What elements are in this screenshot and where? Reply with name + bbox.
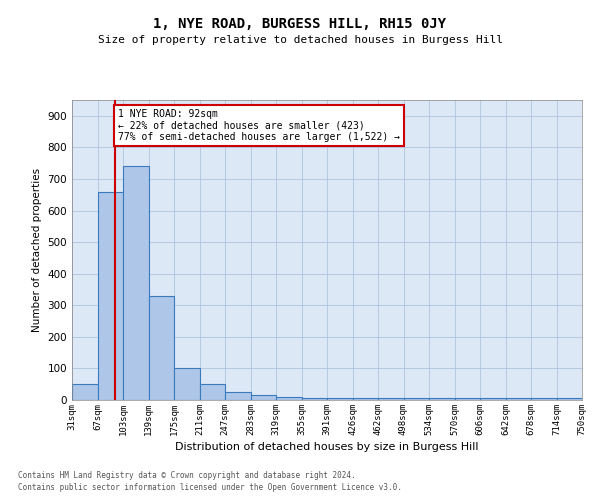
Bar — [429, 398, 455, 400]
Bar — [557, 398, 582, 400]
Bar — [378, 398, 404, 400]
Text: 1 NYE ROAD: 92sqm
← 22% of detached houses are smaller (423)
77% of semi-detache: 1 NYE ROAD: 92sqm ← 22% of detached hous… — [118, 109, 400, 142]
Bar — [149, 296, 174, 400]
Bar — [531, 398, 557, 400]
Bar — [302, 398, 327, 400]
Y-axis label: Number of detached properties: Number of detached properties — [32, 168, 42, 332]
Bar — [123, 166, 149, 400]
Text: Contains public sector information licensed under the Open Government Licence v3: Contains public sector information licen… — [18, 484, 402, 492]
Bar — [199, 384, 225, 400]
Bar — [225, 392, 251, 400]
Text: 1, NYE ROAD, BURGESS HILL, RH15 0JY: 1, NYE ROAD, BURGESS HILL, RH15 0JY — [154, 18, 446, 32]
Text: Size of property relative to detached houses in Burgess Hill: Size of property relative to detached ho… — [97, 35, 503, 45]
Bar — [327, 398, 353, 400]
X-axis label: Distribution of detached houses by size in Burgess Hill: Distribution of detached houses by size … — [175, 442, 479, 452]
Text: Contains HM Land Registry data © Crown copyright and database right 2024.: Contains HM Land Registry data © Crown c… — [18, 471, 356, 480]
Bar — [505, 398, 531, 400]
Bar — [455, 398, 480, 400]
Bar — [251, 396, 276, 400]
Bar — [174, 368, 199, 400]
Bar — [72, 384, 97, 400]
Bar — [353, 398, 378, 400]
Bar — [276, 397, 302, 400]
Bar — [97, 192, 123, 400]
Bar — [404, 398, 429, 400]
Bar — [480, 398, 505, 400]
